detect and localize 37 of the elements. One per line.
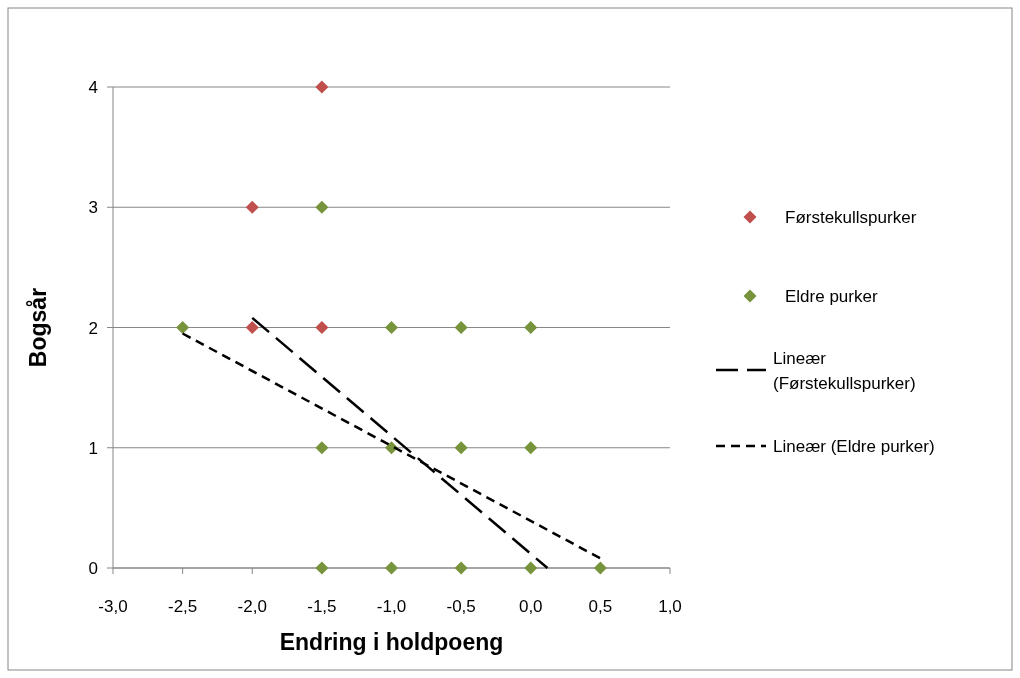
y-tick-label: 0 (88, 559, 98, 578)
x-tick-label: -0,5 (446, 597, 476, 616)
point (454, 441, 468, 455)
point (315, 561, 329, 575)
point (524, 561, 538, 575)
x-tick-label: -1,5 (307, 597, 337, 616)
point (315, 200, 329, 214)
x-tick-label: -1,0 (376, 597, 407, 616)
x-tick-label: -3,0 (98, 597, 128, 616)
point (315, 321, 329, 334)
x-tick-label: 1,0 (658, 597, 682, 616)
point (454, 321, 468, 334)
legend-label: Lineær (Eldre purker) (773, 437, 935, 456)
y-tick-label: 4 (88, 78, 98, 97)
x-tick-label: 0,5 (588, 597, 613, 616)
x-axis-title: Endring i holdpoeng (279, 629, 504, 655)
x-tick-label: -2,0 (237, 597, 267, 616)
point (385, 561, 398, 575)
point (176, 321, 190, 334)
x-tick-label: -2,5 (167, 597, 198, 616)
y-axis-title: Bogsår (25, 287, 51, 368)
point (524, 441, 538, 455)
legend-label: Førstekullspurker (785, 208, 917, 227)
point (524, 321, 538, 334)
point (245, 200, 259, 214)
legend-label: Eldre purker (785, 287, 878, 306)
y-tick-label: 3 (88, 198, 98, 218)
point (593, 561, 607, 575)
point (385, 321, 398, 334)
point (315, 80, 329, 94)
legend-label: Lineær (Førstekullspurker) (773, 349, 916, 393)
y-tick-label: 2 (88, 318, 98, 338)
x-tick-label: 0,0 (518, 597, 543, 616)
point (245, 321, 259, 334)
y-tick-label: 1 (88, 438, 98, 458)
point (315, 441, 329, 455)
point (454, 561, 468, 575)
